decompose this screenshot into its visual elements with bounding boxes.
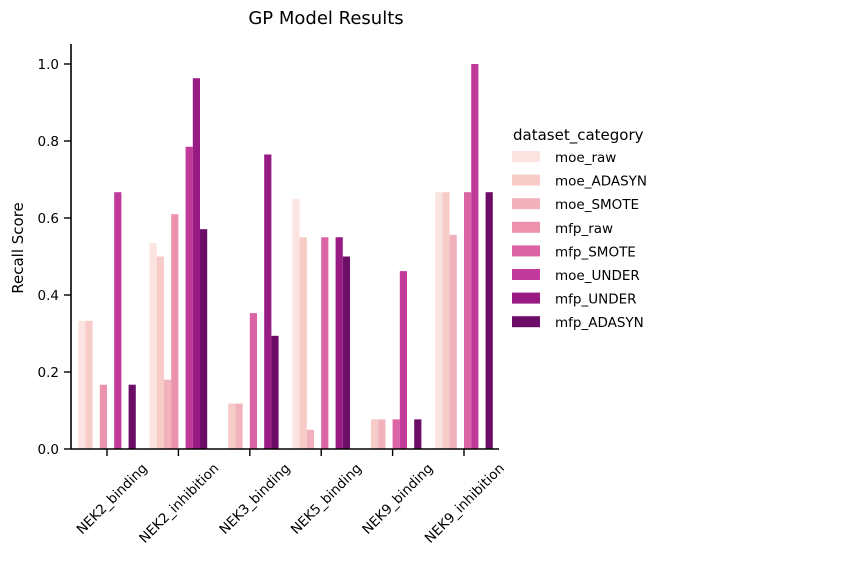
- legend-label-mfp_UNDER: mfp_UNDER: [555, 292, 637, 308]
- legend-label-moe_SMOTE: moe_SMOTE: [555, 197, 639, 213]
- legend-swatch-moe_SMOTE: [512, 198, 540, 210]
- bar-moe_SMOTE-NEK2_inhibition: [164, 379, 172, 449]
- y-axis-label: Recall Score: [9, 202, 27, 294]
- bar-mfp_UNDER-NEK3_binding: [264, 154, 272, 450]
- bar-moe_ADASYN-NEK9_binding: [371, 419, 379, 449]
- bar-mfp_ADASYN-NEK5_binding: [342, 256, 350, 449]
- bar-moe_UNDER-NEK9_inhibition: [471, 64, 479, 449]
- legend: moe_raw moe_ADASYN moe_SMOTE mfp_raw mfp_SMO…: [512, 150, 647, 331]
- bar-mfp_UNDER-NEK5_binding: [335, 237, 343, 449]
- legend-swatch-moe_ADASYN: [512, 174, 540, 186]
- bar-mfp_SMOTE-NEK9_binding: [392, 419, 400, 449]
- bar-moe_SMOTE-NEK3_binding: [235, 403, 243, 449]
- bar-moe_ADASYN-NEK9_inhibition: [442, 192, 450, 449]
- legend-swatch-mfp_UNDER: [512, 292, 540, 304]
- bar-moe_SMOTE-NEK9_binding: [378, 419, 386, 449]
- legend-swatch-mfp_raw: [512, 221, 540, 233]
- legend-label-moe_ADASYN: moe_ADASYN: [555, 174, 647, 190]
- legend-title: dataset_category: [513, 126, 644, 145]
- bar-moe_UNDER-NEK2_inhibition: [185, 146, 193, 449]
- legend-label-mfp_raw: mfp_raw: [555, 221, 613, 237]
- legend-label-mfp_ADASYN: mfp_ADASYN: [555, 315, 644, 331]
- bar-moe_ADASYN-NEK3_binding: [228, 403, 236, 449]
- bar-mfp_ADASYN-NEK2_inhibition: [200, 229, 208, 449]
- x-tick-label: NEK5_binding: [288, 461, 365, 538]
- bar-moe_SMOTE-NEK5_binding: [306, 429, 314, 449]
- bar-moe_raw-NEK2_binding: [78, 320, 86, 449]
- bar-mfp_ADASYN-NEK3_binding: [271, 335, 279, 449]
- x-tick-label: NEK9_binding: [359, 461, 436, 538]
- y-tick-label: 0.2: [38, 365, 59, 381]
- bar-moe_raw-NEK5_binding: [292, 198, 300, 449]
- bar-moe_SMOTE-NEK9_inhibition: [449, 234, 457, 449]
- chart-title: GP Model Results: [248, 8, 403, 29]
- legend-label-mfp_SMOTE: mfp_SMOTE: [555, 244, 636, 260]
- x-ticks-group: NEK2_bindingNEK2_inhibitionNEK3_bindingN…: [74, 449, 508, 547]
- bar-moe_raw-NEK2_inhibition: [149, 243, 157, 449]
- bar-mfp_SMOTE-NEK5_binding: [321, 237, 329, 449]
- y-tick-label: 0.8: [38, 134, 59, 150]
- x-tick-label: NEK3_binding: [216, 461, 293, 538]
- bar-moe_UNDER-NEK2_binding: [114, 192, 122, 449]
- y-tick-label: 0.0: [38, 442, 59, 458]
- y-ticks-group: 0.0 0.2 0.4 0.6 0.8 1.0: [38, 57, 71, 458]
- bar-moe_ADASYN-NEK5_binding: [299, 237, 307, 449]
- y-tick-label: 0.6: [38, 211, 59, 227]
- legend-swatch-moe_UNDER: [512, 269, 540, 280]
- legend-swatch-mfp_ADASYN: [512, 316, 540, 328]
- bar-mfp_ADASYN-NEK9_inhibition: [485, 192, 493, 449]
- bars-group: [78, 64, 493, 450]
- bar-mfp_raw-NEK2_inhibition: [171, 214, 179, 449]
- y-tick-label: 0.4: [38, 288, 59, 304]
- bar-mfp_UNDER-NEK2_inhibition: [192, 78, 200, 449]
- bar-moe_ADASYN-NEK2_binding: [85, 320, 93, 449]
- bar-moe_ADASYN-NEK2_inhibition: [156, 256, 164, 449]
- legend-swatch-moe_raw: [512, 151, 540, 162]
- bar-mfp_raw-NEK2_binding: [99, 384, 107, 449]
- y-tick-label: 1.0: [38, 57, 59, 73]
- bar-moe_raw-NEK9_inhibition: [435, 192, 443, 449]
- bar-mfp_ADASYN-NEK9_binding: [414, 419, 422, 449]
- bar-mfp_ADASYN-NEK2_binding: [128, 384, 136, 449]
- legend-swatch-mfp_SMOTE: [512, 245, 540, 257]
- bar-moe_UNDER-NEK9_binding: [399, 271, 407, 449]
- bar-mfp_SMOTE-NEK3_binding: [249, 313, 257, 449]
- legend-label-moe_raw: moe_raw: [555, 150, 616, 166]
- bar-mfp_SMOTE-NEK9_inhibition: [464, 192, 472, 449]
- x-tick-label: NEK2_binding: [74, 461, 151, 538]
- legend-label-moe_UNDER: moe_UNDER: [555, 268, 640, 284]
